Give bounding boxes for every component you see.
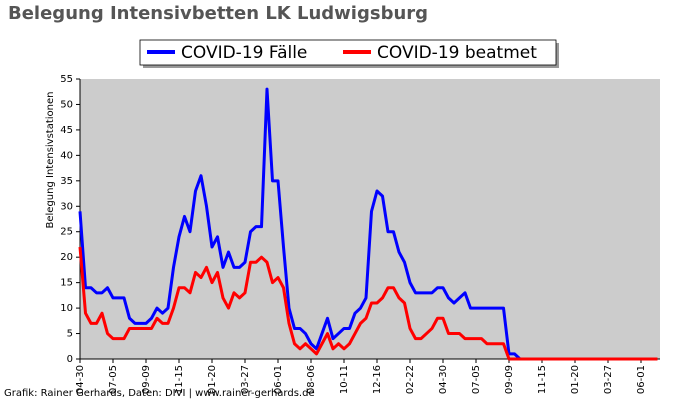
y-tick-label: 25 (60, 227, 73, 238)
y-tick-label: 50 (60, 99, 73, 110)
y-tick-label: 0 (67, 354, 73, 365)
y-tick-label: 45 (60, 125, 73, 136)
y-tick-label: 30 (60, 201, 73, 212)
series-line (78, 246, 658, 361)
footer: Grafik: Rainer Gerhards, Daten: DIVI | w… (4, 388, 315, 399)
x-tick-label: 03-27 (603, 365, 614, 394)
x-tick-label: 08-06 (306, 365, 317, 394)
x-tick-label: 04-30 (438, 365, 449, 394)
y-tick-label: 15 (60, 278, 73, 289)
x-tick-label: 10-11 (339, 365, 350, 394)
y-tick-label: 20 (60, 252, 73, 263)
y-axis-label: Belegung Intensivstationen (45, 91, 56, 228)
chart-title: Belegung Intensivbetten LK Ludwigsburg (8, 3, 428, 24)
legend-label: COVID-19 beatmet (377, 43, 537, 63)
x-tick-label: 02-22 (405, 365, 416, 394)
x-tick-label: 01-20 (207, 365, 218, 394)
x-tick-label: 06-01 (273, 365, 284, 394)
x-tick-label: 09-09 (141, 365, 152, 394)
series-line (78, 87, 522, 361)
x-tick-label: 06-01 (636, 365, 647, 394)
x-tick-label: 12-16 (372, 365, 383, 394)
x-tick-label: 11-15 (174, 365, 185, 394)
x-tick-label: 04-30 (75, 365, 86, 394)
x-tick-label: 07-05 (471, 365, 482, 394)
y-tick-label: 55 (60, 74, 73, 85)
x-tick-label: 09-09 (504, 365, 515, 394)
y-tick-label: 35 (60, 176, 73, 187)
x-tick-label: 01-20 (570, 365, 581, 394)
y-tick-label: 10 (60, 303, 73, 314)
x-tick-label: 07-05 (108, 365, 119, 394)
y-tick-label: 40 (60, 150, 73, 161)
legend-label: COVID-19 Fälle (181, 43, 307, 63)
y-tick-label: 5 (67, 329, 73, 340)
x-tick-label: 03-27 (240, 365, 251, 394)
x-tick-label: 11-15 (537, 365, 548, 394)
